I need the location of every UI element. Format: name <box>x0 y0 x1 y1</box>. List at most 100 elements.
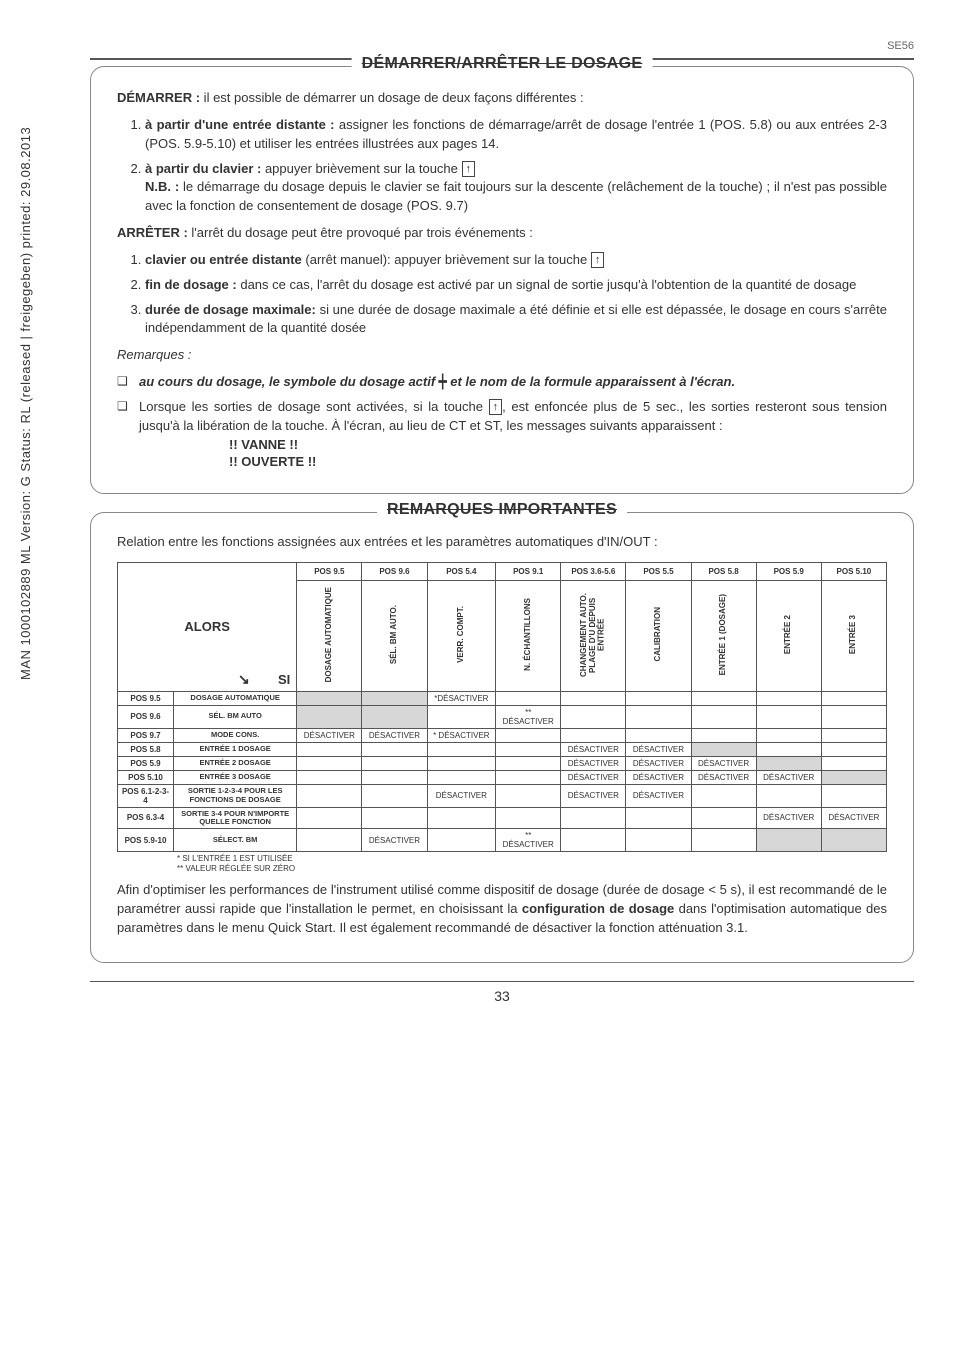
cell <box>561 807 626 829</box>
cell <box>496 691 561 705</box>
cell <box>756 756 821 770</box>
start-item-2: à partir du clavier : appuyer brièvement… <box>145 160 887 217</box>
row-pos: POS 9.6 <box>118 705 174 728</box>
cell <box>297 756 362 770</box>
page-code: SE56 <box>90 40 914 52</box>
stop-list: clavier ou entrée distante (arrêt manuel… <box>117 251 887 338</box>
section-remarks: REMARQUES IMPORTANTES Relation entre les… <box>90 512 914 963</box>
footnote-1: * SI L'ENTRÉE 1 EST UTILISÉE <box>177 854 887 864</box>
col-v: CHANGEMENT AUTO. PLAGE D'U DEPUIS ENTRÉE <box>561 580 626 691</box>
row-label: ENTRÉE 3 DOSAGE <box>174 770 297 784</box>
cell <box>297 829 362 852</box>
col-v: DOSAGE AUTOMATIQUE <box>297 580 362 691</box>
cell <box>427 829 496 852</box>
row-pos: POS 5.10 <box>118 770 174 784</box>
section-title-2: REMARQUES IMPORTANTES <box>377 501 627 519</box>
s1-b: à partir d'une entrée distante : <box>145 117 335 132</box>
cell: DÉSACTIVER <box>362 829 427 852</box>
cell: DÉSACTIVER <box>362 728 427 742</box>
cell: DÉSACTIVER <box>626 756 691 770</box>
cell <box>297 691 362 705</box>
msg-vanne: !! VANNE !! <box>229 436 887 454</box>
page: SE56 DÉMARRER/ARRÊTER LE DOSAGE DÉMARRER… <box>70 0 954 1024</box>
cell <box>756 691 821 705</box>
up-key-icon: ↑ <box>591 252 605 268</box>
cell <box>756 728 821 742</box>
row-pos: POS 5.8 <box>118 742 174 756</box>
cell <box>362 691 427 705</box>
remarks-heading: Remarques : <box>117 346 887 365</box>
col-v: ENTRÉE 2 <box>756 580 821 691</box>
alors-si-cell: ALORS SI ↘ <box>118 562 297 691</box>
cell <box>821 770 886 784</box>
cell <box>821 784 886 807</box>
col-top: POS 3.6-5.6 <box>561 562 626 580</box>
cell: *DÉSACTIVER <box>427 691 496 705</box>
cell <box>691 807 756 829</box>
s2-t: appuyer brièvement sur la touche <box>261 161 461 176</box>
cell <box>626 728 691 742</box>
cell: DÉSACTIVER <box>561 784 626 807</box>
cell: * DÉSACTIVER <box>427 728 496 742</box>
cell: DÉSACTIVER <box>626 784 691 807</box>
table-row: POS 5.10ENTRÉE 3 DOSAGEDÉSACTIVERDÉSACTI… <box>118 770 887 784</box>
cell <box>297 784 362 807</box>
col-v: ENTRÉE 1 (DOSAGE) <box>691 580 756 691</box>
start-intro: DÉMARRER : il est possible de démarrer u… <box>117 89 887 108</box>
up-key-icon: ↑ <box>489 399 503 415</box>
cell: DÉSACTIVER <box>626 770 691 784</box>
col-top: POS 9.1 <box>496 562 561 580</box>
row-label: MODE CONS. <box>174 728 297 742</box>
cell <box>561 829 626 852</box>
sidebar-meta: MAN 1000102889 ML Version: G Status: RL … <box>18 127 33 680</box>
closing-b: configuration de dosage <box>522 901 674 916</box>
r2a: Lorsque les sorties de dosage sont activ… <box>139 399 489 414</box>
cell <box>427 756 496 770</box>
cell <box>362 770 427 784</box>
stop-item-3: durée de dosage maximale: si une durée d… <box>145 301 887 339</box>
section-start-stop: DÉMARRER/ARRÊTER LE DOSAGE DÉMARRER : il… <box>90 66 914 494</box>
cell <box>427 770 496 784</box>
start-list: à partir d'une entrée distante : assigne… <box>117 116 887 216</box>
stop-intro-t: l'arrêt du dosage peut être provoqué par… <box>188 225 533 240</box>
row-pos: POS 5.9-10 <box>118 829 174 852</box>
cell <box>561 728 626 742</box>
cell: DÉSACTIVER <box>297 728 362 742</box>
table-row: POS 9.6SÉL. BM AUTO** DÉSACTIVER <box>118 705 887 728</box>
dosage-active-icon: ┿ <box>439 374 447 389</box>
cell: DÉSACTIVER <box>756 807 821 829</box>
remarks-list: au cours du dosage, le symbole du dosage… <box>117 373 887 471</box>
cell <box>691 829 756 852</box>
table-row: POS 6.3-4SORTIE 3-4 POUR N'IMPORTE QUELL… <box>118 807 887 829</box>
cell <box>821 691 886 705</box>
start-intro-t: il est possible de démarrer un dosage de… <box>200 90 584 105</box>
msg-block: !! VANNE !! !! OUVERTE !! <box>229 436 887 471</box>
cell <box>691 691 756 705</box>
cell <box>362 807 427 829</box>
table-row: POS 6.1-2-3-4SORTIE 1-2-3-4 POUR LES FON… <box>118 784 887 807</box>
cell: DÉSACTIVER <box>756 770 821 784</box>
cell <box>691 705 756 728</box>
cell <box>691 742 756 756</box>
table-row: POS 9.5DOSAGE AUTOMATIQUE*DÉSACTIVER <box>118 691 887 705</box>
cell <box>362 742 427 756</box>
col-top: POS 9.6 <box>362 562 427 580</box>
cell: DÉSACTIVER <box>691 756 756 770</box>
cell <box>297 705 362 728</box>
cell: DÉSACTIVER <box>691 770 756 784</box>
remark-2: Lorsque les sorties de dosage sont activ… <box>139 398 887 471</box>
stop-item-1: clavier ou entrée distante (arrêt manuel… <box>145 251 887 270</box>
stop-item-2: fin de dosage : dans ce cas, l'arrêt du … <box>145 276 887 295</box>
row-label: SÉLECT. BM <box>174 829 297 852</box>
cell: DÉSACTIVER <box>561 770 626 784</box>
stop-intro-b: ARRÊTER : <box>117 225 188 240</box>
a3-b: durée de dosage maximale: <box>145 302 316 317</box>
footnotes: * SI L'ENTRÉE 1 EST UTILISÉE ** VALEUR R… <box>177 854 887 873</box>
a2-b: fin de dosage : <box>145 277 237 292</box>
col-v: N. ÉCHANTILLONS <box>496 580 561 691</box>
cell <box>496 756 561 770</box>
nb-line: N.B. : le démarrage du dosage depuis le … <box>145 178 887 216</box>
cell <box>362 705 427 728</box>
cell <box>362 784 427 807</box>
cell <box>821 728 886 742</box>
